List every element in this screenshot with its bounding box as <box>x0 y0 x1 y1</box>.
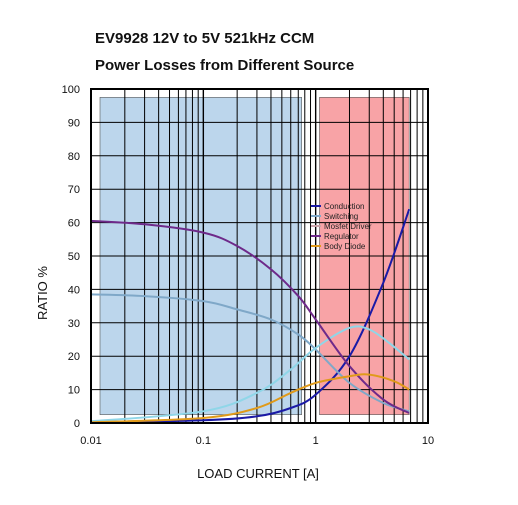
y-tick-label: 100 <box>62 84 80 96</box>
series-line-regulator <box>90 219 410 414</box>
y-tick-label: 50 <box>68 251 80 263</box>
y-axis-label: RATIO % <box>35 266 50 320</box>
x-tick-label: 0.01 <box>80 435 101 447</box>
y-tick-label: 70 <box>68 184 80 196</box>
legend-label-switching: Switching <box>324 212 358 221</box>
legend-label-conduction: Conduction <box>324 202 364 211</box>
plot-frame <box>90 88 429 424</box>
legend-label-body-diode: Body Diode <box>324 242 366 251</box>
x-tick-label: 10 <box>422 435 434 447</box>
series-line-body-diode <box>90 373 410 424</box>
legend-label-regulator: Regulator <box>324 232 359 241</box>
series-lines <box>90 208 411 424</box>
series-line-mosfet-driver <box>90 325 410 423</box>
x-axis-label: LOAD CURRENT [A] <box>197 466 319 481</box>
x-tick-labels: 0.01 0.1 1 10 <box>80 435 434 447</box>
y-tick-label: 10 <box>68 385 80 397</box>
x-tick-label: 1 <box>313 435 319 447</box>
series-line-switching <box>90 293 410 413</box>
series-line-conduction <box>90 208 411 424</box>
chart-subtitle: Power Losses from Different Source <box>95 57 355 74</box>
legend-label-mosfet-driver: Mosfet Driver <box>324 222 372 231</box>
y-tick-label: 90 <box>68 117 80 129</box>
y-tick-label: 40 <box>68 284 80 296</box>
x-tick-label: 0.1 <box>196 435 211 447</box>
chart-title: EV9928 12V to 5V 521kHz CCM <box>95 30 315 47</box>
y-tick-labels: 0 10 20 30 40 50 60 70 80 90 100 <box>62 84 80 430</box>
y-tick-label: 0 <box>74 418 80 430</box>
y-tick-label: 60 <box>68 218 80 230</box>
y-tick-label: 20 <box>68 351 80 363</box>
y-tick-label: 30 <box>68 318 80 330</box>
y-tick-label: 80 <box>68 151 80 163</box>
